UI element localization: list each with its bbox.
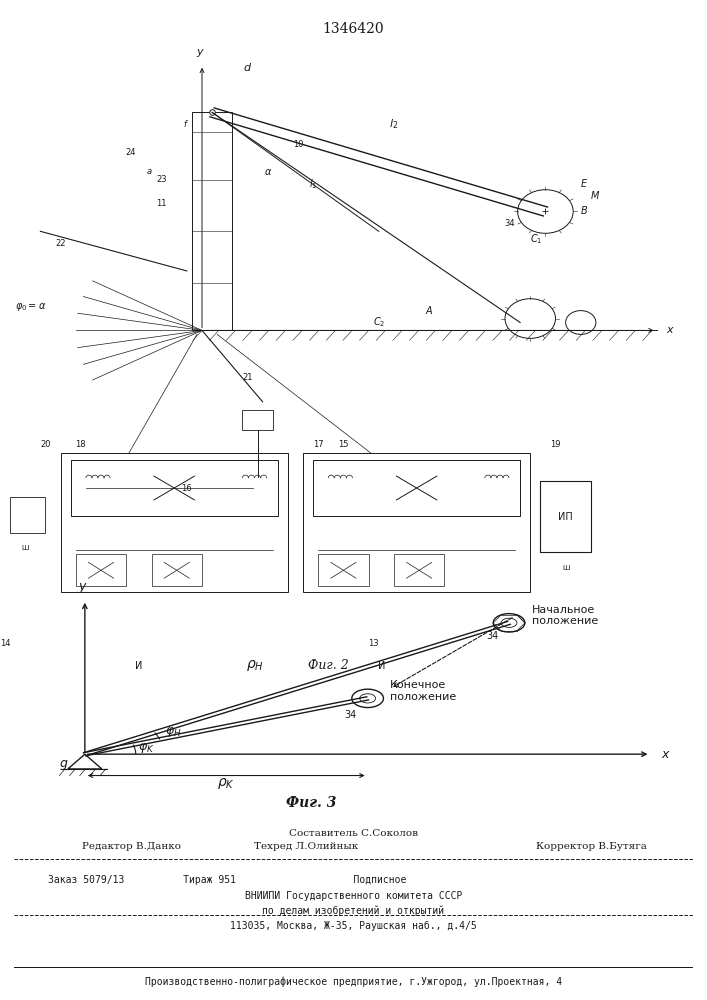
Text: M: M: [591, 191, 600, 201]
Text: $\varphi_0=\alpha$: $\varphi_0=\alpha$: [15, 301, 47, 313]
Text: 21: 21: [243, 373, 253, 382]
Text: Фиг. 3: Фиг. 3: [286, 796, 337, 810]
Text: g: g: [60, 757, 68, 770]
Bar: [71, 460, 278, 516]
Text: f: f: [184, 120, 187, 129]
Text: $\rho_H$: $\rho_H$: [245, 658, 264, 673]
Text: положение: положение: [532, 616, 598, 626]
Text: 34: 34: [344, 710, 357, 720]
Bar: [303, 453, 530, 592]
Bar: [151, 554, 202, 586]
Bar: [10, 497, 45, 533]
Text: $\rho_K$: $\rho_K$: [217, 776, 235, 791]
Bar: [192, 112, 233, 330]
Text: A: A: [426, 306, 433, 316]
Text: a: a: [146, 167, 151, 176]
Text: B: B: [580, 207, 588, 217]
Text: d: d: [244, 63, 251, 73]
Text: 19: 19: [550, 440, 561, 449]
Bar: [313, 460, 520, 516]
Text: $C_2$: $C_2$: [373, 316, 385, 329]
Bar: [76, 554, 127, 586]
Text: Заказ 5079/13          Тираж 951                    Подписное: Заказ 5079/13 Тираж 951 Подписное: [48, 875, 407, 885]
Text: 22: 22: [55, 239, 66, 248]
Text: 113035, Москва, Ж-35, Раушская наб., д.4/5: 113035, Москва, Ж-35, Раушская наб., д.4…: [230, 921, 477, 931]
Text: Начальное: Начальное: [532, 605, 595, 615]
Text: положение: положение: [390, 692, 457, 702]
Text: 24: 24: [126, 148, 136, 157]
Text: y: y: [78, 580, 86, 593]
Bar: [101, 608, 177, 632]
Bar: [243, 410, 273, 430]
Text: Составитель С.Соколов: Составитель С.Соколов: [289, 829, 418, 838]
Text: И: И: [135, 661, 143, 671]
Text: $l_1$: $l_1$: [309, 177, 317, 191]
Text: $\varphi_H$: $\varphi_H$: [165, 725, 182, 739]
Text: 1346420: 1346420: [322, 22, 385, 36]
Text: 23: 23: [156, 175, 167, 184]
Text: Техред Л.Олийнык: Техред Л.Олийнык: [254, 842, 358, 851]
Text: Конечное: Конечное: [390, 680, 447, 690]
Text: 14: 14: [0, 639, 11, 648]
Text: Редактор В.Данко: Редактор В.Данко: [82, 842, 181, 851]
Text: 18: 18: [76, 440, 86, 449]
Text: 10: 10: [293, 140, 303, 149]
Text: 11: 11: [156, 199, 167, 208]
Bar: [344, 608, 419, 632]
Text: 15: 15: [338, 440, 349, 449]
Bar: [318, 554, 368, 586]
Text: ИП: ИП: [559, 512, 573, 522]
Text: $\varphi_K$: $\varphi_K$: [138, 741, 155, 755]
Text: И: И: [378, 661, 385, 671]
Text: E: E: [580, 179, 587, 189]
Text: $C_1$: $C_1$: [530, 232, 543, 246]
Bar: [394, 554, 445, 586]
Text: по делам изобретений и открытий: по делам изобретений и открытий: [262, 906, 445, 916]
Text: $\alpha$: $\alpha$: [264, 167, 271, 177]
Text: Производственно-полиграфическое предприятие, г.Ужгород, ул.Проектная, 4: Производственно-полиграфическое предприя…: [145, 976, 562, 987]
Text: x: x: [667, 325, 673, 335]
Text: ВНИИПИ Государственного комитета СССР: ВНИИПИ Государственного комитета СССР: [245, 891, 462, 901]
Bar: [61, 453, 288, 592]
Text: 34: 34: [505, 219, 515, 228]
Text: 13: 13: [368, 639, 379, 648]
Text: Ш: Ш: [21, 544, 29, 550]
Text: Корректор В.Бутяга: Корректор В.Бутяга: [536, 842, 646, 851]
Text: Ш: Ш: [562, 565, 569, 571]
Text: y: y: [196, 47, 203, 57]
Text: 34: 34: [486, 631, 498, 641]
Bar: [540, 481, 591, 552]
Text: Фиг. 2: Фиг. 2: [308, 659, 349, 672]
Text: 20: 20: [40, 440, 50, 449]
Text: $l_2$: $l_2$: [390, 117, 399, 131]
Text: x: x: [662, 748, 669, 761]
Text: 16: 16: [182, 484, 192, 493]
Text: 17: 17: [312, 440, 324, 449]
